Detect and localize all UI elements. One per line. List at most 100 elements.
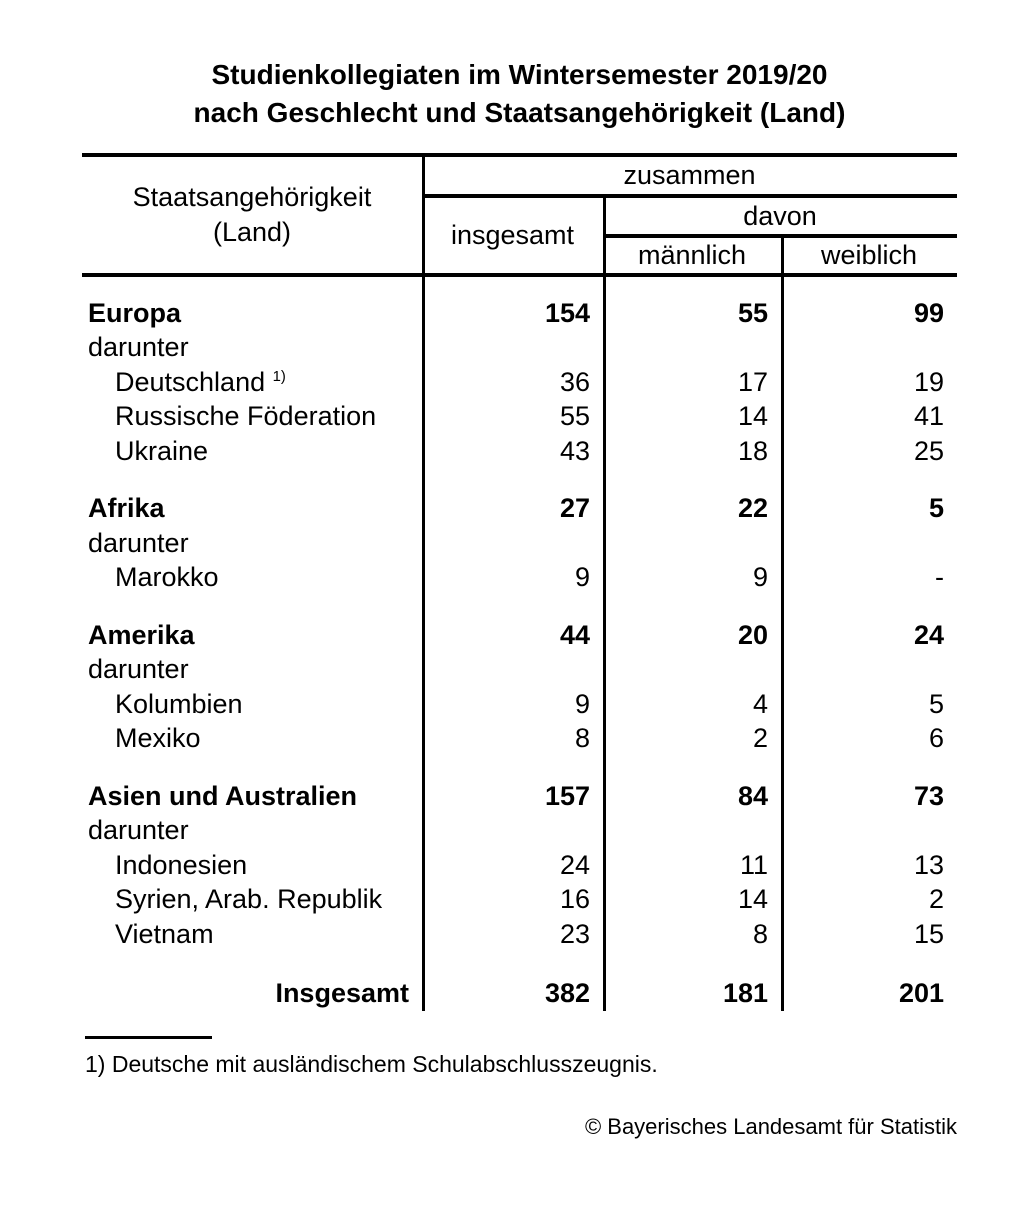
table-row-country: Russische Föderation 55 14 41	[82, 400, 957, 435]
row-label: Vietnam	[115, 918, 214, 949]
value-female: 201	[898, 978, 944, 1009]
country-name: Deutschland	[115, 366, 266, 397]
value-female: 99	[913, 297, 944, 328]
table-row-country: Mexiko 8 2 6	[82, 722, 957, 757]
table-row-section-amerika: Amerika 44 20 24	[82, 618, 957, 653]
value-male: 8	[752, 918, 768, 949]
value-total: 27	[559, 493, 590, 524]
row-label: Ukraine	[115, 435, 209, 466]
table-row-darunter: darunter	[82, 526, 957, 561]
value-total: 382	[544, 978, 590, 1009]
header-bottom-border	[82, 273, 957, 277]
page-title: Studienkollegiaten im Wintersemester 201…	[82, 56, 957, 132]
value-female: -	[935, 562, 944, 593]
row-label: Deutschland 1)	[82, 367, 422, 398]
row-label: darunter	[88, 815, 189, 846]
table-top-border	[82, 153, 957, 157]
row-label: Kolumbien	[115, 688, 243, 719]
value-female: 5	[928, 688, 944, 719]
value-male: 18	[737, 435, 768, 466]
page-title-line2: nach Geschlecht und Staatsangehörigkeit …	[193, 97, 846, 128]
header-staatsangehoerigkeit-line1: Staatsangehörigkeit	[132, 182, 372, 212]
table-row-total: Insgesamt 382 181 201	[82, 977, 957, 1012]
table-row-country: Kolumbien 9 4 5	[82, 687, 957, 722]
value-male: 2	[752, 723, 768, 754]
row-label: Marokko	[115, 562, 219, 593]
value-total: 16	[559, 884, 590, 915]
value-male: 20	[737, 619, 768, 650]
row-label: Mexiko	[115, 723, 201, 754]
value-female: 13	[913, 849, 944, 880]
value-male: 84	[737, 780, 768, 811]
table-row-section-asien: Asien und Australien 157 84 73	[82, 779, 957, 814]
table-row-country: Deutschland 1) 36 17 19	[82, 365, 957, 400]
header-staatsangehoerigkeit-line2: (Land)	[212, 217, 292, 247]
header-weiblich: weiblich	[820, 240, 918, 270]
footnote-text: 1) Deutsche mit ausländischem Schulabsch…	[85, 1051, 658, 1077]
value-female: 5	[928, 493, 944, 524]
row-label: Syrien, Arab. Republik	[115, 884, 383, 915]
value-female: 24	[913, 619, 944, 650]
value-female: 2	[928, 884, 944, 915]
value-male: 9	[752, 562, 768, 593]
copyright-text: © Bayerisches Landesamt für Statistik	[584, 1114, 957, 1139]
table-row-darunter: darunter	[82, 331, 957, 366]
column-divider-2	[603, 194, 606, 1011]
table-row-country: Ukraine 43 18 25	[82, 434, 957, 469]
value-female: 15	[913, 918, 944, 949]
zusammen-bottom-border	[422, 194, 957, 198]
value-male: 11	[739, 849, 768, 880]
value-female: 41	[913, 401, 944, 432]
column-divider-1	[422, 153, 425, 1011]
row-label: Amerika	[88, 619, 195, 650]
value-total: 8	[574, 723, 590, 754]
row-label: Europa	[88, 297, 182, 328]
value-male: 14	[737, 401, 768, 432]
value-total: 36	[559, 366, 590, 397]
row-label: darunter	[88, 654, 189, 685]
table-row-darunter: darunter	[82, 653, 957, 688]
value-total: 24	[559, 849, 590, 880]
header-davon: davon	[743, 200, 817, 231]
value-male: 181	[722, 978, 768, 1009]
header-maennlich: männlich	[637, 240, 747, 270]
table-row-section-europa: Europa 154 55 99	[82, 296, 957, 331]
value-male: 17	[737, 366, 768, 397]
value-total: 157	[544, 780, 590, 811]
footnote-rule	[85, 1036, 212, 1039]
header-zusammen: zusammen	[623, 160, 756, 190]
row-label: darunter	[88, 527, 189, 558]
table-row-country: Syrien, Arab. Republik 16 14 2	[82, 883, 957, 918]
header-insgesamt: insgesamt	[450, 220, 575, 250]
value-total: 23	[559, 918, 590, 949]
total-row-label: Insgesamt	[275, 978, 409, 1009]
value-total: 154	[544, 297, 590, 328]
value-female: 6	[928, 723, 944, 754]
value-female: 73	[913, 780, 944, 811]
row-label: Asien und Australien	[88, 780, 358, 811]
page-title-line1: Studienkollegiaten im Wintersemester 201…	[211, 59, 828, 90]
column-divider-3	[781, 234, 784, 1011]
value-male: 55	[737, 297, 768, 328]
value-male: 4	[752, 688, 768, 719]
table-body: Europa 154 55 99 darunter Deutschland 1)…	[82, 277, 957, 1011]
value-male: 14	[737, 884, 768, 915]
value-total: 43	[559, 435, 590, 466]
row-label: Indonesien	[115, 849, 248, 880]
table-row-country: Marokko 9 9 -	[82, 561, 957, 596]
value-total: 9	[574, 688, 590, 719]
value-female: 25	[913, 435, 944, 466]
value-total: 55	[559, 401, 590, 432]
row-label: Russische Föderation	[115, 401, 377, 432]
davon-bottom-border	[603, 234, 957, 238]
value-total: 9	[574, 562, 590, 593]
table-row-section-afrika: Afrika 27 22 5	[82, 492, 957, 527]
value-female: 19	[913, 366, 944, 397]
statistics-table: Staatsangehörigkeit (Land) zusammen insg…	[82, 153, 957, 1011]
value-male: 22	[737, 493, 768, 524]
row-label: Afrika	[88, 493, 165, 524]
row-label: darunter	[88, 332, 189, 363]
table-row-country: Indonesien 24 11 13	[82, 848, 957, 883]
table-row-country: Vietnam 23 8 15	[82, 917, 957, 952]
